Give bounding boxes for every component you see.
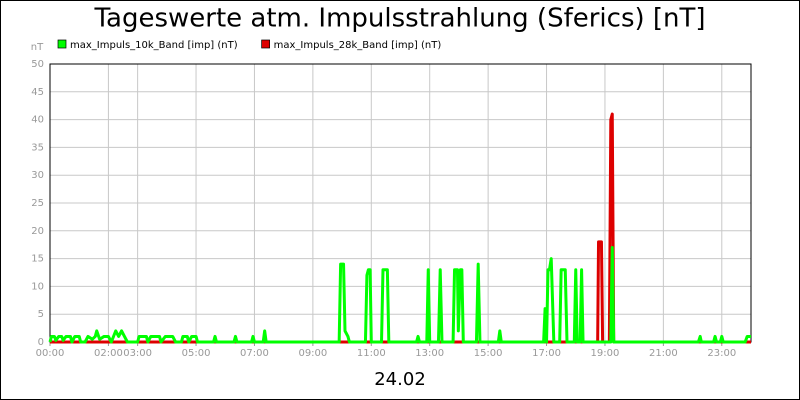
x-tick-label: 00:00 [36,348,65,359]
y-tick-label: 20 [31,226,44,237]
x-tick-label: 11:00 [357,348,386,359]
legend-label: max_Impuls_28k_Band [imp] (nT) [274,40,442,51]
x-axis-label: 24.02 [374,369,426,390]
x-tick-label: 23:00 [707,348,736,359]
legend-swatch [261,39,270,49]
x-tick-label: 02:00 [94,348,123,359]
x-tick-label: 15:00 [474,348,503,359]
y-tick-label: 15 [31,254,44,265]
x-tick-label: 03:00 [123,348,152,359]
y-tick-label: 0 [38,337,44,348]
x-tick-label: 13:00 [415,348,444,359]
y-tick-label: 25 [31,198,44,209]
y-tick-label: 35 [31,142,44,153]
series-line [48,245,751,344]
y-tick-label: 5 [38,309,44,320]
x-tick-label: 05:00 [182,348,211,359]
legend-swatch [57,39,67,49]
y-tick-label: 10 [31,281,44,292]
x-tick-label: 21:00 [649,348,678,359]
legend-label: max_Impuls_10k_Band [imp] (nT) [70,40,238,51]
chart-title: Tageswerte atm. Impulsstrahlung (Sferics… [93,4,705,34]
y-tick-label: 45 [31,87,44,98]
x-tick-label: 17:00 [532,348,561,359]
x-tick-label: 19:00 [591,348,620,359]
y-axis-label: nT [31,42,44,53]
y-tick-label: 50 [31,59,44,70]
y-tick-label: 30 [31,170,44,181]
x-tick-label: 07:00 [240,348,269,359]
y-tick-label: 40 [31,115,44,126]
x-tick-label: 09:00 [298,348,327,359]
